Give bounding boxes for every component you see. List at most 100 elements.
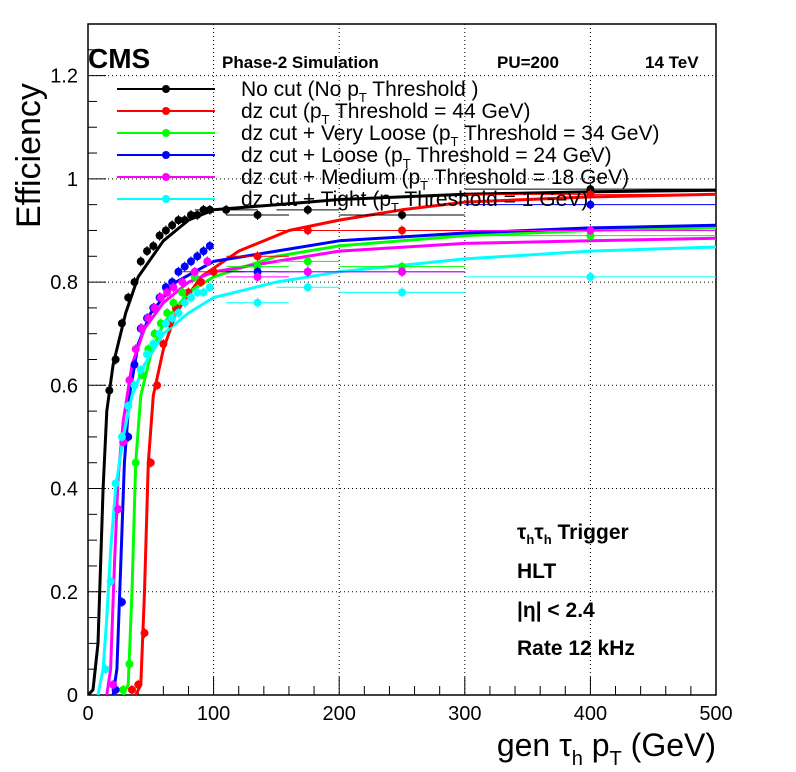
data-point	[156, 292, 165, 303]
point-marker	[253, 272, 262, 281]
x-axis-title: gen τh pT (GeV)	[497, 727, 716, 770]
legend-label: No cut (No pT Threshold )	[241, 78, 479, 105]
data-point	[174, 215, 183, 226]
point-marker	[174, 267, 183, 276]
point-marker	[130, 278, 139, 287]
data-point	[149, 240, 158, 251]
data-point	[180, 261, 189, 272]
data-point	[131, 457, 140, 468]
point-marker	[222, 205, 231, 214]
data-point	[143, 246, 152, 257]
point-marker	[197, 278, 206, 287]
point-marker	[124, 401, 133, 410]
data-point	[186, 209, 195, 220]
data-point	[186, 292, 195, 303]
data-point	[226, 251, 289, 262]
point-marker	[169, 298, 178, 307]
y-tick-label: 1	[67, 169, 78, 191]
point-marker	[199, 247, 208, 256]
point-marker	[186, 257, 195, 266]
data-point	[193, 287, 202, 298]
point-marker	[134, 680, 143, 689]
trigger-annotation: τhτh Trigger	[517, 521, 629, 547]
data-point	[197, 277, 206, 288]
data-point	[276, 256, 340, 267]
point-marker	[174, 216, 183, 225]
point-marker	[144, 314, 153, 323]
data-point	[190, 266, 199, 277]
point-marker	[205, 283, 214, 292]
legend-marker	[162, 173, 170, 181]
point-marker	[124, 293, 133, 302]
data-point	[161, 318, 170, 329]
data-point	[111, 478, 120, 489]
point-marker	[398, 210, 406, 219]
data-point	[205, 240, 214, 251]
point-marker	[163, 288, 172, 297]
data-point	[199, 287, 208, 298]
point-marker	[193, 288, 202, 297]
data-point	[106, 576, 115, 587]
x-tick-label: 300	[448, 703, 481, 725]
simulation-label: Phase-2 Simulation	[222, 53, 379, 72]
data-point	[163, 287, 172, 298]
data-point	[180, 215, 189, 226]
rate-annotation: Rate 12 kHz	[517, 637, 635, 660]
y-tick-label: 0.6	[50, 375, 78, 397]
point-marker	[130, 360, 139, 369]
point-marker	[124, 432, 133, 441]
point-marker	[153, 381, 162, 390]
point-marker	[131, 458, 140, 467]
x-tick-label: 200	[323, 703, 356, 725]
point-marker	[586, 190, 595, 199]
data-point	[130, 277, 139, 288]
data-point	[276, 204, 340, 215]
legend-label: dz cut + Medium (pT Threshold = 18 GeV)	[241, 166, 629, 193]
data-point	[464, 271, 716, 282]
data-point	[125, 659, 134, 670]
data-point	[136, 256, 145, 267]
point-marker	[125, 376, 134, 385]
data-points	[101, 184, 716, 695]
data-point	[199, 246, 208, 257]
point-marker	[136, 365, 145, 374]
energy-label: 14 TeV	[645, 53, 699, 72]
legend-entry-no-cut: No cut (No pT Threshold )	[117, 78, 479, 105]
point-marker	[114, 505, 123, 514]
data-point	[150, 302, 159, 313]
point-marker	[155, 231, 164, 240]
point-marker	[163, 309, 172, 318]
data-point	[117, 431, 126, 442]
data-point	[203, 256, 212, 267]
point-marker	[138, 324, 147, 333]
point-marker	[143, 350, 152, 359]
legend-marker	[162, 195, 170, 203]
data-point	[124, 292, 133, 303]
data-point	[194, 204, 258, 215]
legend-label: dz cut + Very Loose (pT Threshold = 34 G…	[241, 122, 659, 149]
data-point	[276, 225, 340, 236]
point-marker	[180, 216, 189, 225]
point-marker	[398, 226, 406, 235]
legend-entry-dz-cut: dz cut (pT Threshold = 44 GeV)	[117, 100, 530, 127]
data-point	[101, 664, 110, 675]
data-point	[155, 328, 164, 339]
x-tick-label: 100	[197, 703, 230, 725]
point-marker	[193, 210, 202, 219]
data-point	[109, 679, 118, 690]
point-marker	[253, 252, 262, 261]
y-tick-label: 1.2	[50, 66, 78, 88]
point-marker	[130, 381, 139, 390]
legend-marker	[162, 85, 170, 93]
cms-label: CMS	[88, 43, 150, 74]
point-marker	[136, 257, 145, 266]
point-marker	[178, 278, 187, 287]
point-marker	[119, 685, 128, 694]
point-marker	[190, 267, 199, 276]
point-marker	[586, 200, 595, 209]
data-point	[339, 209, 465, 220]
y-tick-label: 0.2	[50, 582, 78, 604]
data-point	[124, 400, 133, 411]
data-point	[114, 504, 123, 515]
